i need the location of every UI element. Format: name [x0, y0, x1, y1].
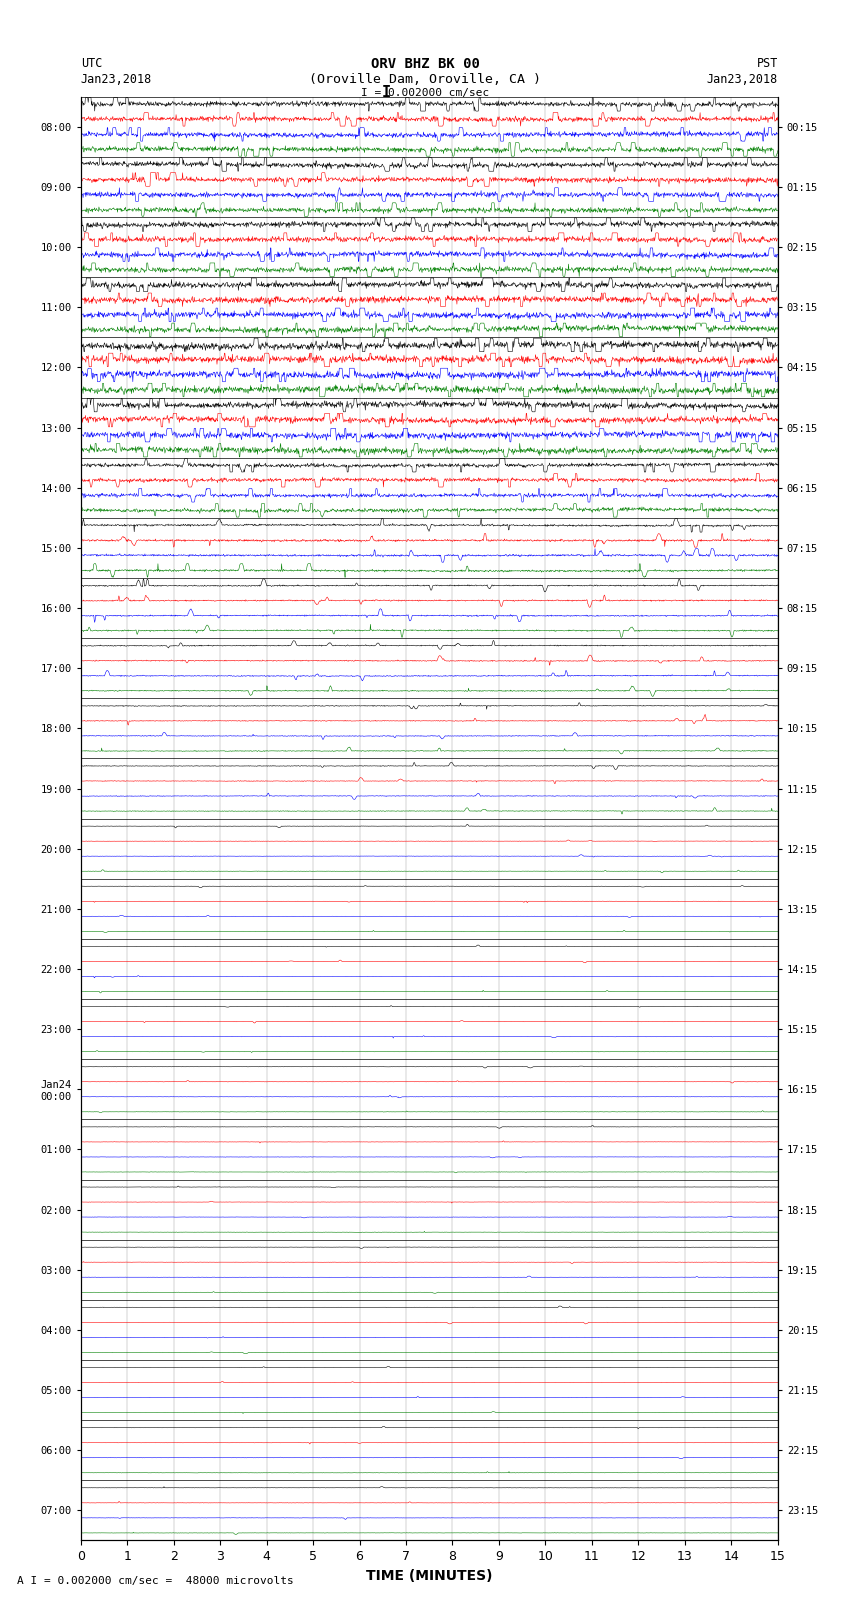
Text: A I = 0.002000 cm/sec =  48000 microvolts: A I = 0.002000 cm/sec = 48000 microvolts [17, 1576, 294, 1586]
Text: Jan23,2018: Jan23,2018 [81, 73, 152, 85]
Text: PST: PST [756, 56, 778, 71]
Text: Jan23,2018: Jan23,2018 [706, 73, 778, 85]
Text: ORV BHZ BK 00: ORV BHZ BK 00 [371, 56, 479, 71]
X-axis label: TIME (MINUTES): TIME (MINUTES) [366, 1569, 492, 1582]
Text: I = 0.002000 cm/sec: I = 0.002000 cm/sec [361, 87, 489, 98]
Text: UTC: UTC [81, 56, 102, 71]
Text: (Oroville Dam, Oroville, CA ): (Oroville Dam, Oroville, CA ) [309, 73, 541, 85]
Text: I: I [382, 85, 391, 100]
